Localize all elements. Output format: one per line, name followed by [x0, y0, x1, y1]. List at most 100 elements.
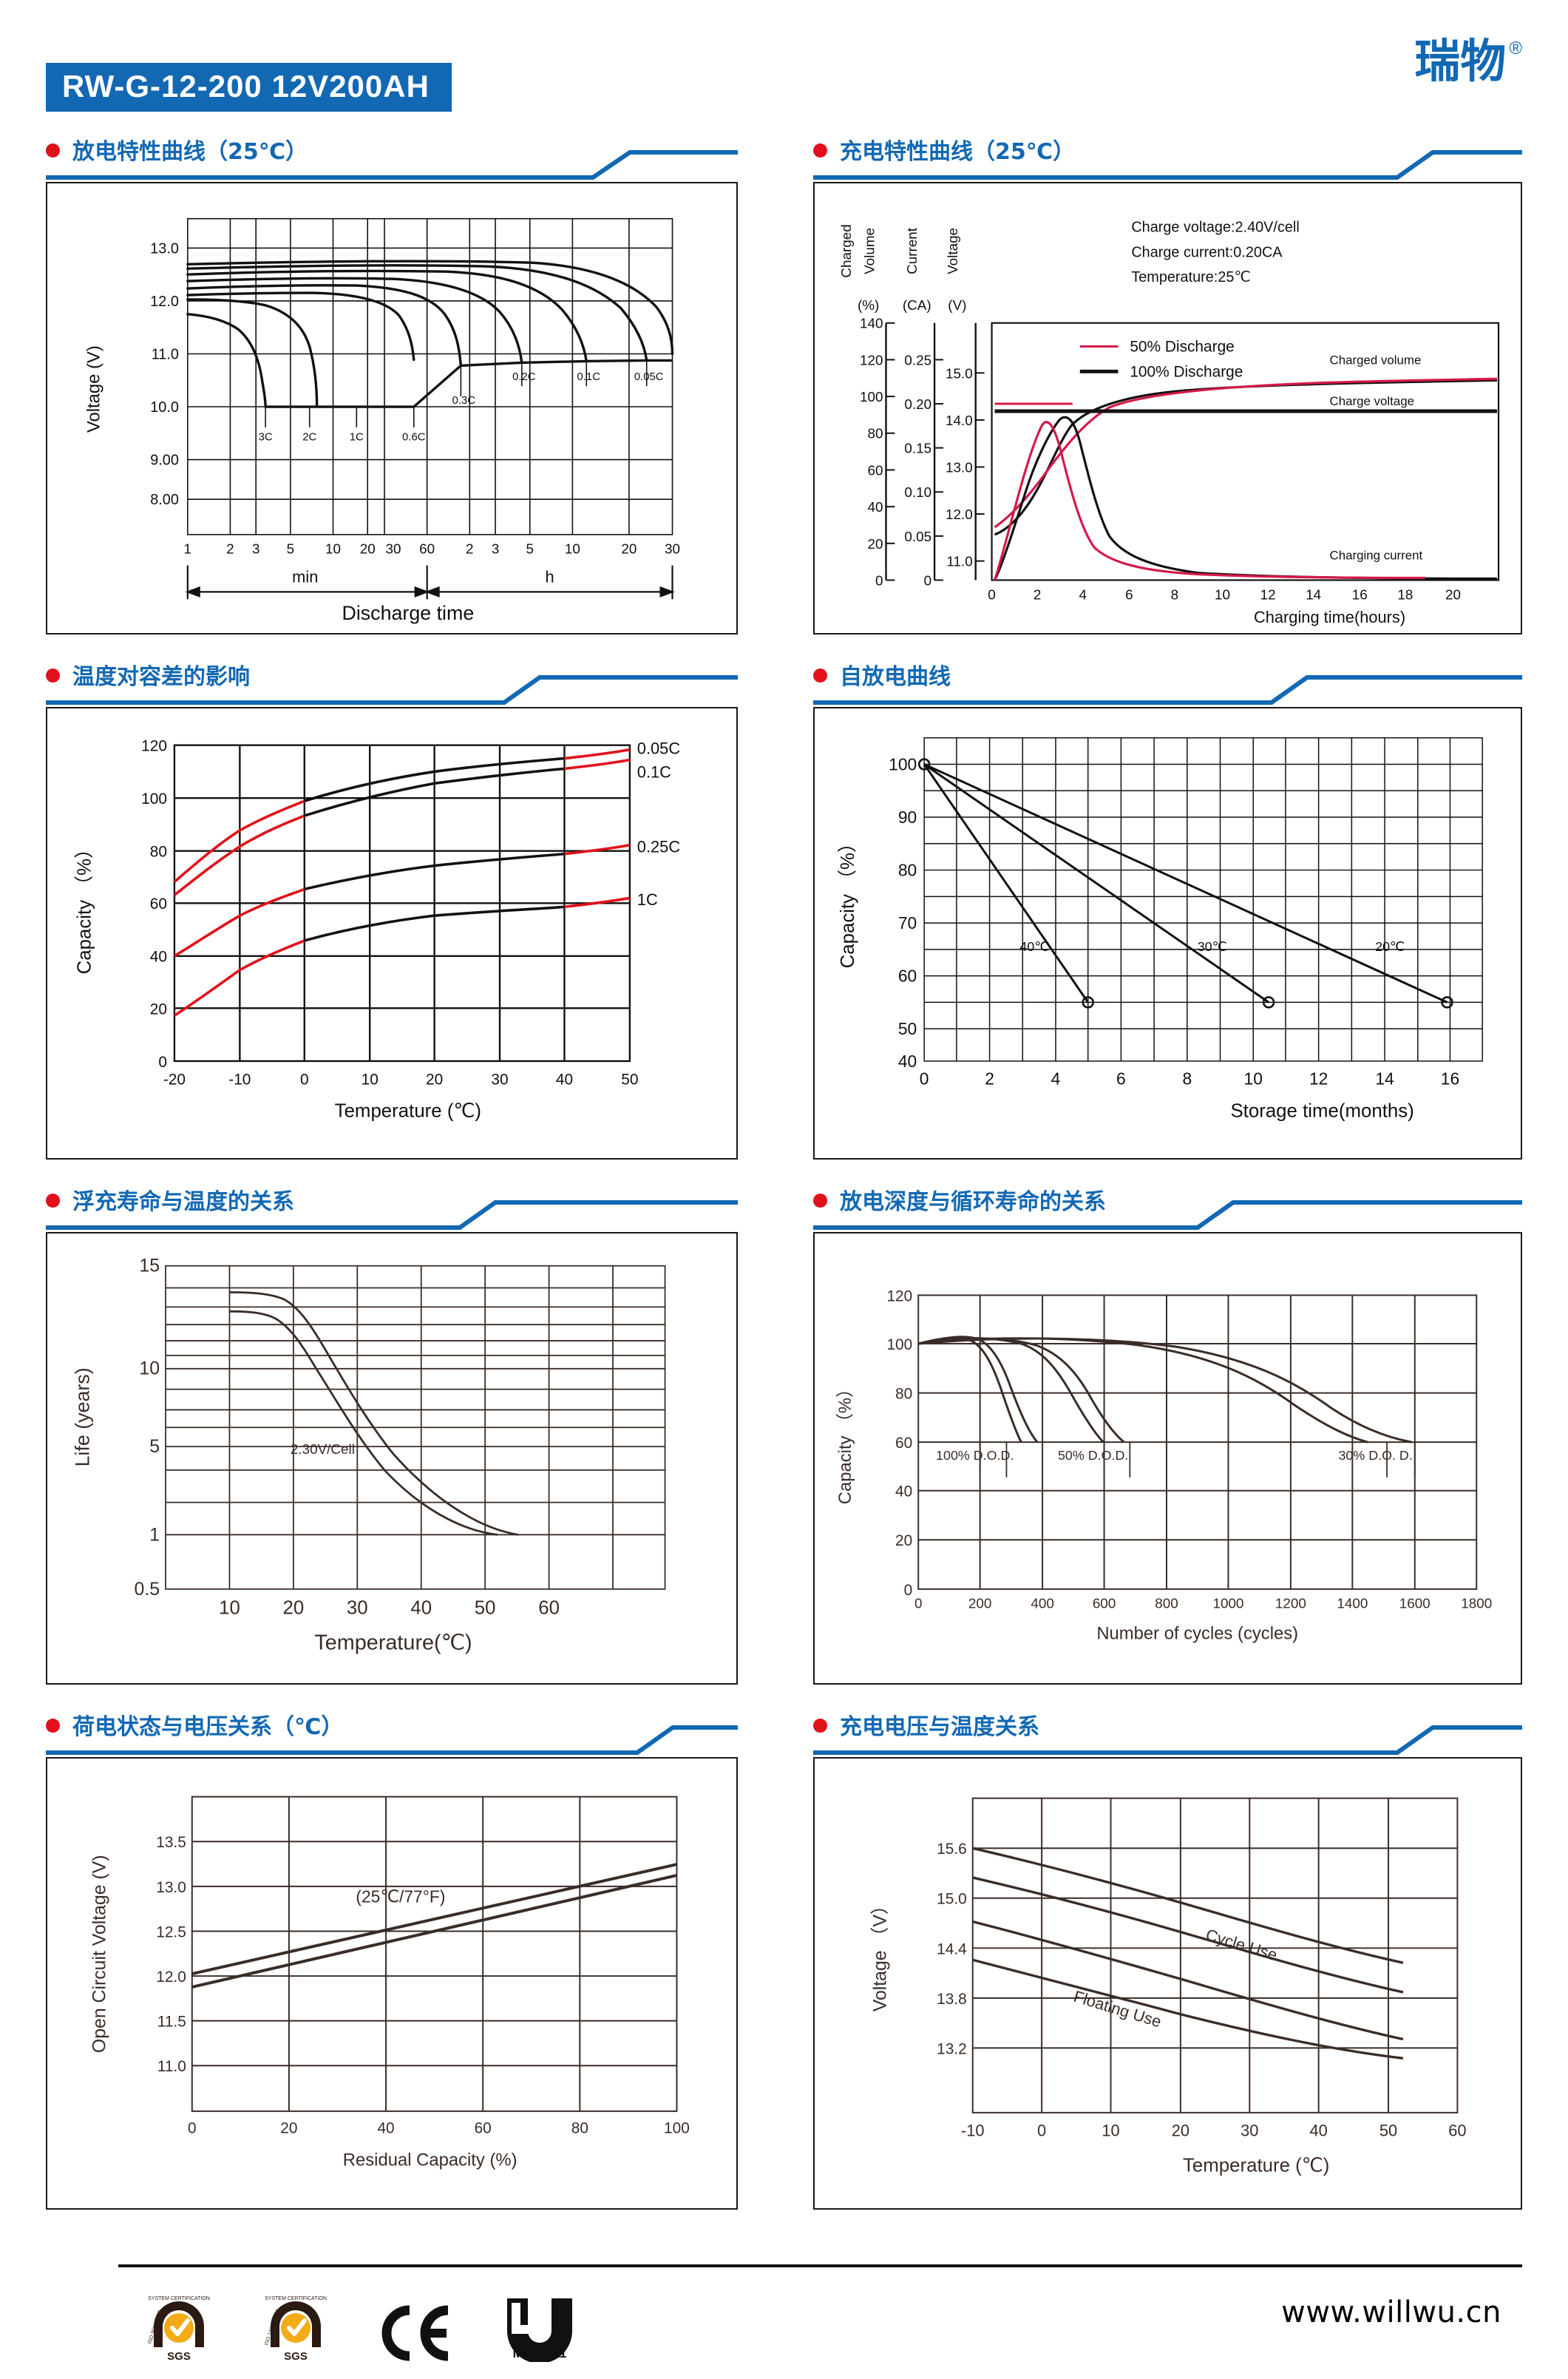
svg-text:80: 80	[868, 426, 883, 441]
svg-text:20: 20	[360, 541, 376, 557]
curve-labels: 0.05C 0.1C 0.25C 1C	[637, 740, 680, 910]
band-label-floating-use: Floating Use	[1071, 1987, 1164, 2031]
y-axis-ticks: 13.5 13.0 12.5 12.0 11.5 11.0	[156, 1834, 186, 2075]
certification-logos: SGS SYSTEM CERTIFICATION ISO 9001:2008 S…	[140, 2288, 584, 2366]
brand-logo: 瑞物 ®	[1414, 38, 1522, 84]
svg-text:50: 50	[898, 1019, 917, 1038]
curve-label-1c: 1C	[350, 432, 364, 444]
svg-text:15.0: 15.0	[937, 1891, 967, 1908]
section-rule-decoration	[813, 1725, 1522, 1755]
curve-labels: 100% D.O.D. 50% D.O.D. 30% D.O. D.	[936, 1448, 1413, 1463]
annotation-cell-voltage: 2.30V/Cell	[291, 1441, 355, 1457]
svg-text:60: 60	[868, 462, 883, 478]
curve-label-005c: 0.05C	[637, 740, 680, 758]
x-axis-label: Number of cycles (cycles)	[1096, 1623, 1298, 1643]
svg-text:50: 50	[621, 1072, 638, 1089]
chart-legend: 50% Discharge 100% Discharge	[1079, 339, 1243, 380]
section-header-dod-cycle: 放电深度与循环寿命的关系	[813, 1183, 1522, 1232]
svg-text:14: 14	[1375, 1069, 1394, 1089]
svg-text:12.0: 12.0	[150, 294, 179, 310]
section-rule-decoration	[813, 1200, 1522, 1230]
panel-ocv-residual-capacity: 荷电状态与电压关系（℃） (25℃/77°F)	[0, 1708, 784, 2233]
svg-text:5: 5	[149, 1437, 160, 1457]
axis-name-current: Current	[904, 227, 920, 274]
cert-ring-text: SYSTEM CERTIFICATION	[148, 2296, 210, 2301]
model-title-bar: RW-G-12-200 12V200AH	[46, 63, 452, 112]
section-header-temp-capacity: 温度对容差的影响	[46, 658, 738, 707]
svg-text:8: 8	[1182, 1069, 1192, 1089]
company-website[interactable]: www.willwu.cn	[1281, 2295, 1501, 2329]
svg-text:1800: 1800	[1461, 1596, 1492, 1611]
svg-text:600: 600	[1093, 1596, 1116, 1611]
svg-text:0: 0	[300, 1072, 309, 1089]
curve-label-01c: 0.1C	[637, 762, 671, 781]
svg-text:12.5: 12.5	[156, 1923, 186, 1940]
bullet-icon	[813, 1719, 827, 1733]
band-label-cycle-use: Cycle Use	[1204, 1925, 1280, 1964]
y-axis-label: Life (years)	[72, 1367, 94, 1466]
y-axis-label: Capacity （%）	[75, 839, 95, 974]
section-header-charge: 充电特性曲线（25℃）	[813, 133, 1522, 182]
plot-frame	[991, 322, 1500, 581]
svg-text:14.4: 14.4	[937, 1940, 967, 1957]
y-axis-ticks: 120 100 80 60 40 20 0	[141, 738, 167, 1071]
svg-text:12.0: 12.0	[946, 507, 973, 522]
svg-text:2: 2	[226, 541, 234, 557]
section-rule-decoration	[46, 1725, 738, 1755]
svg-text:80: 80	[898, 861, 917, 880]
svg-text:0: 0	[920, 1069, 929, 1089]
svg-text:2: 2	[985, 1069, 994, 1089]
svg-text:40: 40	[1310, 2122, 1328, 2140]
ce-icon	[381, 2305, 449, 2361]
svg-text:12: 12	[1260, 586, 1276, 602]
curve-label-3c: 3C	[259, 432, 273, 444]
svg-text:100: 100	[886, 1336, 912, 1353]
curve-label-03c: 0.3C	[452, 395, 476, 407]
svg-text:200: 200	[968, 1596, 991, 1611]
svg-text:50: 50	[1379, 2122, 1397, 2140]
svg-text:0: 0	[904, 1582, 913, 1599]
section-header-discharge: 放电特性曲线（25℃）	[46, 133, 738, 182]
svg-text:90: 90	[898, 808, 917, 827]
svg-text:12.0: 12.0	[156, 1969, 186, 1986]
curve-labels: 40℃ 30℃ 20℃	[1019, 939, 1405, 954]
section-title: 充电电压与温度关系	[840, 1714, 1039, 1740]
curve-label-charge-voltage: Charge voltage	[1330, 394, 1414, 408]
svg-text:30: 30	[665, 541, 680, 557]
curve-label-02c: 0.2C	[512, 371, 536, 383]
svg-text:13.2: 13.2	[937, 2040, 967, 2057]
section-rule-decoration	[46, 150, 738, 180]
x-axis-label: Temperature(℃)	[314, 1631, 472, 1654]
x-span-label-h: h	[546, 567, 554, 586]
panel-float-life-temperature: 浮充寿命与温度的关系	[0, 1183, 784, 1708]
chart-charge-characteristics: Charged Volume Current Voltage (%) (CA) …	[813, 182, 1522, 634]
svg-text:15: 15	[139, 1256, 160, 1276]
svg-text:Temperature:25℃: Temperature:25℃	[1131, 269, 1250, 285]
svg-text:20: 20	[283, 1598, 305, 1619]
axis-name-charged: Charged	[838, 224, 854, 277]
svg-text:10: 10	[1102, 2122, 1119, 2140]
svg-text:40: 40	[868, 499, 883, 515]
panel-charge-voltage-temperature: 充电电压与温度关系	[784, 1708, 1568, 2233]
curve-label-40c: 40℃	[1019, 939, 1049, 954]
svg-text:40: 40	[410, 1598, 432, 1619]
svg-text:10: 10	[362, 1072, 379, 1089]
axis-unit-v: (V)	[948, 297, 966, 313]
annotation-temperature: (25℃/77°F)	[356, 1887, 445, 1906]
svg-text:13.0: 13.0	[150, 240, 179, 257]
curve-label-charged-volume: Charged volume	[1330, 353, 1422, 367]
section-header-charge-voltage: 充电电压与温度关系	[813, 1708, 1522, 1757]
svg-text:1000: 1000	[1212, 1596, 1243, 1611]
y-axis-label: Capacity （%）	[835, 1380, 855, 1504]
svg-text:120: 120	[860, 352, 883, 368]
svg-text:60: 60	[898, 967, 917, 986]
ul-file-number: MH47211	[513, 2346, 567, 2361]
curve-label-005c: 0.05C	[634, 371, 664, 383]
svg-text:40: 40	[898, 1052, 917, 1071]
bullet-icon	[46, 143, 60, 158]
svg-text:11.5: 11.5	[157, 2014, 186, 2031]
svg-text:16: 16	[1441, 1069, 1459, 1089]
svg-text:60: 60	[538, 1598, 560, 1619]
svg-text:0: 0	[1037, 2122, 1046, 2140]
svg-text:10: 10	[325, 541, 341, 557]
